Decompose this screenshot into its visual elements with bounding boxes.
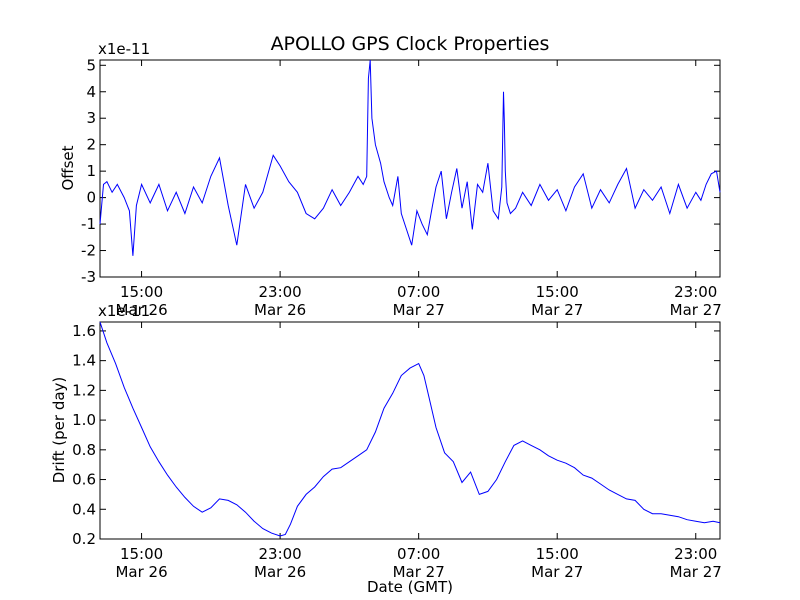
offset-y-tick-label: -2 — [81, 242, 96, 260]
drift-scale-label: x1e-11 — [98, 302, 150, 320]
drift-y-tick-label: 0.8 — [72, 441, 96, 459]
drift-x-tick-time: 15:00 — [120, 545, 163, 563]
drift-y-axis-label: Drift (per day) — [50, 377, 68, 484]
drift-y-tick-label: 0.4 — [72, 500, 96, 518]
offset-y-tick-label: 1 — [86, 162, 96, 180]
offset-x-tick-time: 23:00 — [674, 283, 717, 301]
offset-x-tick-date: Mar 26 — [254, 301, 306, 319]
drift-plot-area — [99, 321, 721, 540]
offset-x-tick-date: Mar 27 — [531, 301, 583, 319]
offset-x-tick-time: 15:00 — [120, 283, 163, 301]
drift-x-tick-time: 07:00 — [397, 545, 440, 563]
offset-y-tick-label: 0 — [86, 189, 96, 207]
drift-x-tick-date: Mar 26 — [254, 563, 306, 581]
offset-x-tick-time: 15:00 — [536, 283, 579, 301]
drift-x-tick-time: 15:00 — [536, 545, 579, 563]
drift-series-line — [99, 321, 721, 537]
offset-x-tick-time: 07:00 — [397, 283, 440, 301]
drift-y-ticks: 1.6 1.4 1.2 1.0 0.8 0.6 0.4 0.2 — [72, 322, 720, 548]
drift-x-tick-time: 23:00 — [674, 545, 717, 563]
offset-x-tick-date: Mar 26 — [115, 301, 167, 319]
drift-y-tick-label: 1.2 — [72, 381, 96, 399]
drift-x-tick-date: Mar 27 — [670, 563, 722, 581]
offset-y-tick-label: 2 — [86, 136, 96, 154]
offset-y-tick-label: 3 — [86, 109, 96, 127]
offset-y-tick-label: -1 — [81, 215, 96, 233]
figure-title: APOLLO GPS Clock Properties — [271, 33, 550, 55]
drift-y-tick-label: 0.6 — [72, 471, 96, 489]
drift-y-tick-label: 1.6 — [72, 322, 96, 340]
offset-y-tick-label: -3 — [81, 268, 96, 286]
drift-x-tick-date: Mar 27 — [531, 563, 583, 581]
offset-y-tick-label: 4 — [86, 83, 96, 101]
drift-y-tick-label: 1.0 — [72, 411, 96, 429]
offset-y-ticks: 5 4 3 2 1 0 -1 -2 -3 — [81, 56, 720, 286]
drift-x-axis-label: Date (GMT) — [367, 578, 453, 596]
drift-x-tick-date: Mar 26 — [115, 563, 167, 581]
drift-y-tick-label: 0.2 — [72, 530, 96, 548]
offset-y-tick-label: 5 — [86, 56, 96, 74]
drift-y-tick-label: 1.4 — [72, 352, 96, 370]
drift-x-tick-date: Mar 27 — [393, 563, 445, 581]
offset-series-line — [99, 59, 721, 256]
offset-scale-label: x1e-11 — [98, 40, 150, 58]
offset-y-axis-label: Offset — [59, 145, 77, 190]
drift-x-tick-time: 23:00 — [258, 545, 301, 563]
offset-x-tick-time: 23:00 — [258, 283, 301, 301]
offset-x-tick-date: Mar 27 — [670, 301, 722, 319]
offset-x-tick-date: Mar 27 — [393, 301, 445, 319]
